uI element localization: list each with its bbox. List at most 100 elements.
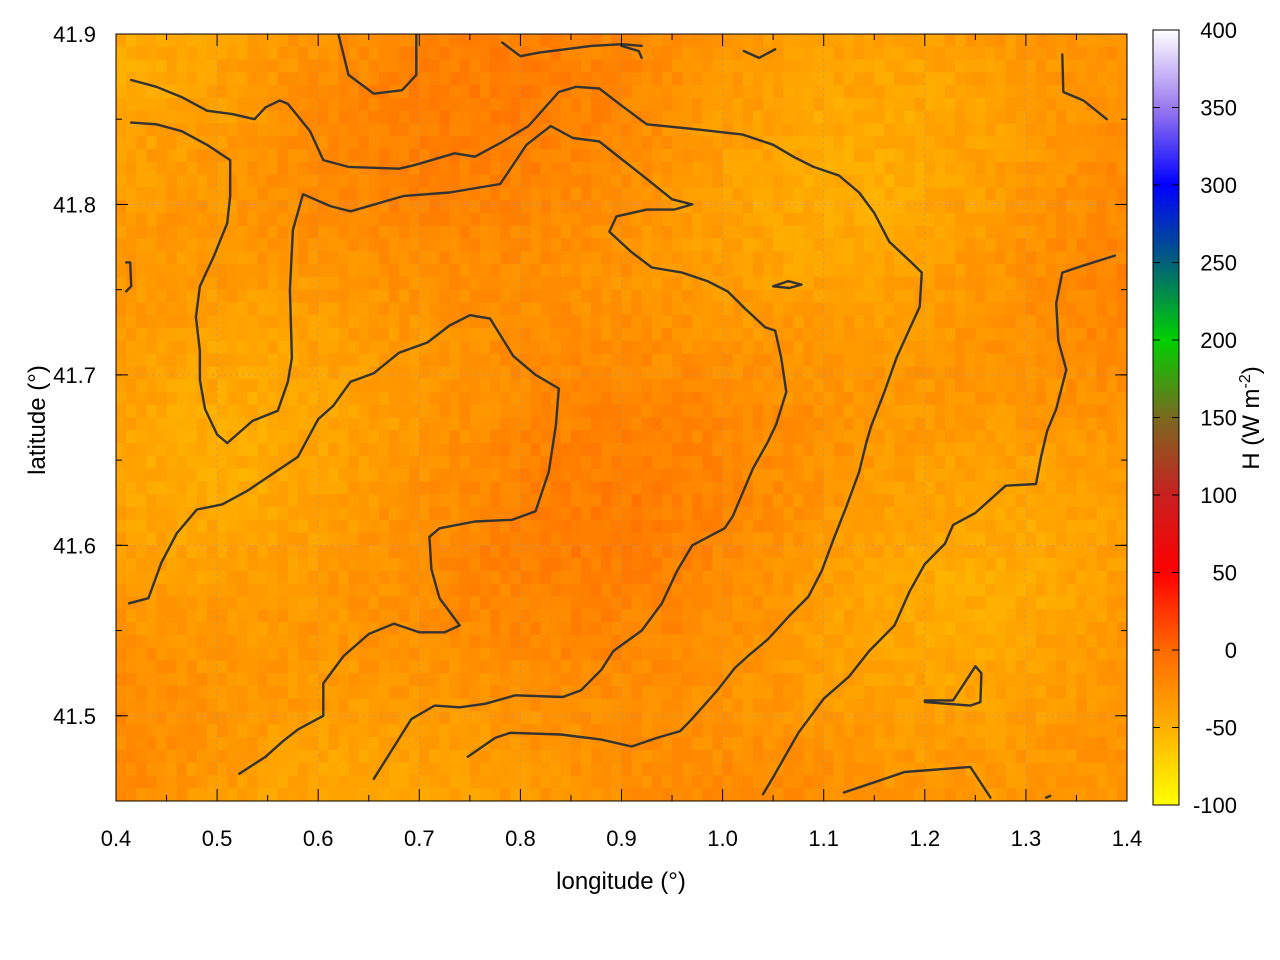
heatmap-cell (1005, 212, 1017, 227)
heatmap-cell (388, 583, 400, 598)
heatmap-cell (864, 379, 875, 393)
heatmap-cell (692, 72, 703, 86)
heatmap-cell (874, 545, 885, 559)
heatmap-cell (530, 455, 542, 470)
heatmap-cell (449, 468, 461, 483)
heatmap-cell (217, 570, 228, 585)
heatmap-cell (297, 136, 309, 150)
heatmap-cell (833, 379, 845, 393)
heatmap-cell (641, 251, 653, 265)
heatmap-cell (1025, 136, 1037, 150)
heatmap-cell (318, 149, 329, 163)
heatmap-cell (520, 430, 532, 444)
heatmap-cell (368, 609, 380, 623)
heatmap-cell (904, 570, 916, 585)
heatmap-cell (924, 391, 936, 406)
heatmap-cell (661, 366, 673, 380)
heatmap-cell (116, 225, 127, 240)
heatmap-cell (227, 187, 238, 201)
heatmap-cell (823, 443, 835, 457)
heatmap-cell (581, 161, 592, 176)
heatmap-cell (540, 430, 552, 444)
heatmap-cell (429, 622, 441, 636)
heatmap-cell (318, 647, 329, 661)
heatmap-cell (732, 353, 744, 367)
heatmap-cell (267, 570, 279, 585)
heatmap-cell (358, 59, 370, 73)
heatmap-cell (712, 149, 724, 163)
heatmap-cell (803, 609, 815, 623)
heatmap-cell (530, 532, 542, 546)
heatmap-cell (429, 391, 441, 406)
heatmap-cell (1025, 660, 1037, 674)
heatmap-cell (1096, 622, 1108, 636)
heatmap-cell (763, 85, 774, 99)
heatmap-cell (904, 161, 916, 176)
heatmap-cell (217, 340, 228, 355)
heatmap-cell (116, 583, 127, 598)
heatmap-cell (1015, 647, 1027, 661)
heatmap-cell (1116, 366, 1127, 380)
heatmap-cell (975, 506, 987, 521)
heatmap-cell (378, 647, 390, 661)
heatmap-cell (631, 46, 643, 61)
heatmap-cell (206, 532, 218, 546)
heatmap-cell (237, 481, 249, 495)
heatmap-cell (429, 455, 441, 470)
heatmap-cell (1025, 404, 1037, 419)
heatmap-cell (813, 225, 825, 240)
heatmap-cell (651, 200, 663, 214)
heatmap-cell (1096, 443, 1108, 457)
heatmap-cell (661, 353, 673, 367)
heatmap-cell (692, 609, 703, 623)
heatmap-cell (1025, 187, 1037, 201)
heatmap-cell (257, 532, 269, 546)
heatmap-cell (186, 430, 198, 444)
heatmap-cell (1076, 596, 1088, 610)
heatmap-cell (439, 404, 451, 419)
heatmap-cell (732, 72, 744, 86)
heatmap-cell (692, 353, 703, 367)
heatmap-cell (156, 532, 168, 546)
heatmap-cell (469, 506, 481, 521)
heatmap-cell (388, 328, 400, 342)
heatmap-cell (1086, 353, 1098, 367)
heatmap-cell (399, 340, 410, 355)
heatmap-cell (742, 353, 754, 367)
heatmap-cell (136, 46, 147, 61)
heatmap-cell (682, 366, 693, 380)
heatmap-cell (308, 609, 319, 623)
heatmap-cell (1005, 570, 1017, 585)
heatmap-cell (520, 609, 532, 623)
heatmap-cell (1086, 634, 1098, 649)
heatmap-cell (965, 200, 976, 214)
heatmap-cell (611, 558, 623, 572)
heatmap-cell (338, 545, 350, 559)
heatmap-cell (1036, 149, 1047, 163)
heatmap-cell (196, 609, 208, 623)
heatmap-cell (854, 46, 865, 61)
heatmap-cell (166, 430, 178, 444)
heatmap-cell (247, 59, 259, 73)
heatmap-cell (651, 417, 663, 431)
heatmap-cell (742, 622, 754, 636)
heatmap-cell (884, 583, 896, 598)
heatmap-cell (449, 200, 461, 214)
heatmap-cell (641, 340, 653, 355)
heatmap-cell (116, 506, 127, 521)
heatmap-cell (479, 455, 491, 470)
heatmap-cell (661, 532, 673, 546)
heatmap-cell (186, 570, 198, 585)
heatmap-cell (874, 558, 885, 572)
heatmap-cell (1025, 174, 1037, 188)
heatmap-cell (904, 417, 916, 431)
heatmap-cell (378, 238, 390, 252)
heatmap-cell (399, 506, 410, 521)
heatmap-cell (469, 391, 481, 406)
heatmap-cell (945, 455, 956, 470)
heatmap-cell (692, 379, 703, 393)
heatmap-cell (763, 366, 774, 380)
heatmap-cell (247, 468, 259, 483)
heatmap-cell (945, 97, 956, 112)
heatmap-cell (904, 34, 916, 48)
